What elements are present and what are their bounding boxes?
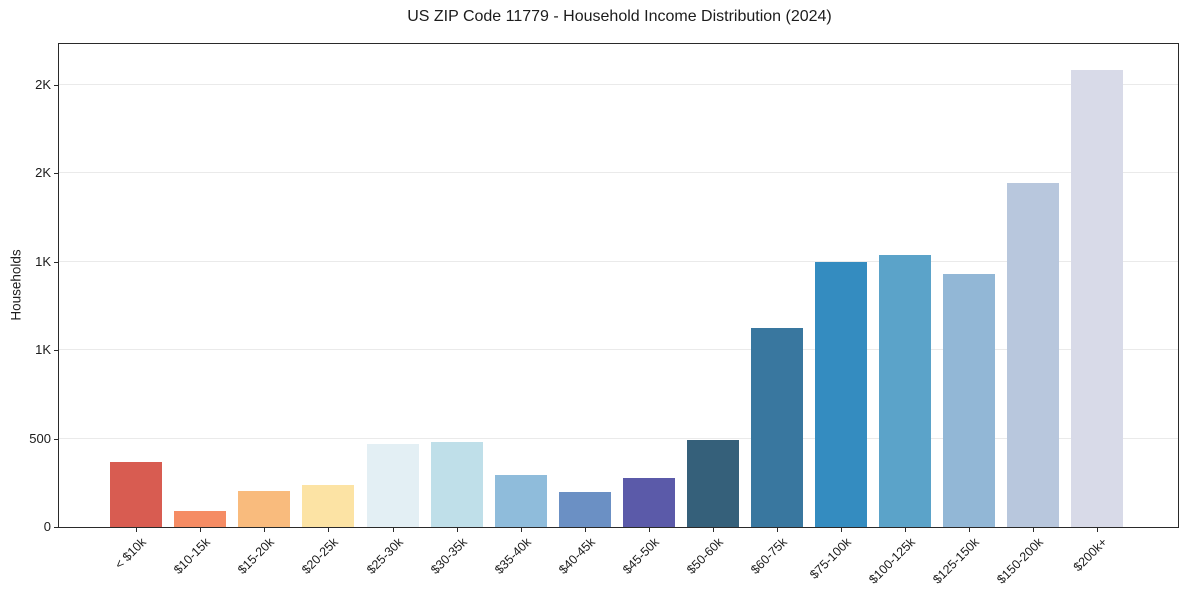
y-tick-mark	[54, 527, 58, 528]
gridline-500	[59, 438, 1178, 439]
bar-30-35k	[431, 442, 483, 527]
gridline-2K	[59, 84, 1178, 85]
bar-35-40k	[495, 475, 547, 527]
x-tick-mark	[969, 528, 970, 532]
x-tick-mark	[777, 528, 778, 532]
bar-100-125k	[879, 255, 931, 527]
x-tick-label: < $10k	[112, 535, 149, 572]
y-tick-mark	[54, 350, 58, 351]
bar-150-200k	[1007, 183, 1059, 527]
x-tick-mark	[264, 528, 265, 532]
x-tick-mark	[457, 528, 458, 532]
y-tick-label: 1K	[35, 254, 51, 269]
y-tick-mark	[54, 262, 58, 263]
y-tick-label: 0	[43, 519, 51, 534]
x-tick-mark	[200, 528, 201, 532]
bar-25-30k	[367, 444, 419, 527]
x-tick-mark	[393, 528, 394, 532]
x-tick-mark	[713, 528, 714, 532]
y-tick-label: 2K	[35, 77, 51, 92]
x-tick-mark	[649, 528, 650, 532]
x-tick-mark	[521, 528, 522, 532]
bar-125-150k	[943, 274, 995, 527]
bar-15-20k	[238, 491, 290, 527]
x-tick-mark	[585, 528, 586, 532]
y-tick-mark	[54, 85, 58, 86]
y-tick-label: 500	[29, 431, 51, 446]
gridline-2K	[59, 172, 1178, 173]
x-tick-mark	[328, 528, 329, 532]
x-tick-mark	[136, 528, 137, 532]
y-tick-label: 1K	[35, 342, 51, 357]
x-tick-mark	[841, 528, 842, 532]
x-tick-mark	[1033, 528, 1034, 532]
bar-50-60k	[687, 440, 739, 527]
bar-45-50k	[623, 478, 675, 527]
bar-20-25k	[302, 485, 354, 527]
y-tick-mark	[54, 173, 58, 174]
x-tick-mark	[1097, 528, 1098, 532]
plot-area	[58, 43, 1179, 528]
chart-title: US ZIP Code 11779 - Household Income Dis…	[407, 8, 832, 25]
bar-200k	[1071, 70, 1123, 527]
bar-10-15k	[174, 511, 226, 527]
bar-40-45k	[559, 492, 611, 527]
bar-60-75k	[751, 328, 803, 527]
gridline-1K	[59, 261, 1178, 262]
y-tick-mark	[54, 439, 58, 440]
x-tick-mark	[905, 528, 906, 532]
bar-75-100k	[815, 262, 867, 527]
y-tick-label: 2K	[35, 165, 51, 180]
gridline-1K	[59, 349, 1178, 350]
bar-10k	[110, 462, 162, 527]
